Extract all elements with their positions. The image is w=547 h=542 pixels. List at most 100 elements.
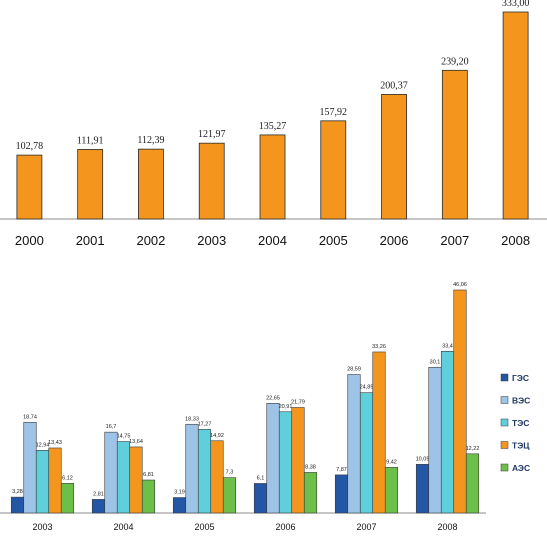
top-value-label: 102,78 <box>16 141 44 152</box>
top-value-label: 112,39 <box>137 135 164 146</box>
bottom-value-label: 3,28 <box>12 489 23 495</box>
bar-ВЭС-2005 <box>185 423 199 514</box>
bottom-value-label: 22,65 <box>266 395 280 401</box>
bar-ВЭС-2008 <box>428 366 442 514</box>
legend-label: ВЭС <box>512 396 530 406</box>
top-bar-2008 <box>502 11 529 220</box>
bottom-value-label: 9,42 <box>386 459 397 465</box>
bottom-value-label: 14,75 <box>117 434 131 440</box>
bar-АЭС-2007 <box>384 467 399 514</box>
legend: ГЭС ВЭС ТЭС ТЭЦ АЭС <box>500 373 530 473</box>
legend-swatch <box>500 396 509 404</box>
bottom-value-label: 6,12 <box>62 475 73 481</box>
legend-label: ТЭС <box>512 418 529 428</box>
legend-label: АЭС <box>512 463 530 473</box>
bar-ТЭЦ-2007 <box>372 351 386 514</box>
bottom-value-label: 18,33 <box>185 416 199 422</box>
top-value-label: 111,91 <box>77 135 104 146</box>
bottom-value-label: 12,22 <box>466 446 480 452</box>
top-bar-2007 <box>441 69 468 220</box>
bar-ВЭС-2007 <box>347 374 361 514</box>
bottom-value-label: 7,3 <box>226 470 234 476</box>
bar-АЭС-2005 <box>222 477 237 514</box>
bottom-x-tick-label: 2003 <box>32 522 52 532</box>
bar-ТЭЦ-2006 <box>291 407 305 514</box>
bar-ГЭС-2003 <box>10 496 25 514</box>
bottom-value-label: 6,1 <box>257 475 265 481</box>
bar-АЭС-2008 <box>465 453 480 514</box>
bottom-value-label: 21,79 <box>291 400 305 406</box>
bar-ТЭС-2007 <box>359 392 374 514</box>
bottom-value-label: 33,4 <box>442 343 453 349</box>
top-value-label: 239,20 <box>441 56 469 67</box>
top-bar-2003 <box>198 142 225 220</box>
bottom-value-label: 20,91 <box>279 404 293 410</box>
legend-swatch <box>500 441 509 449</box>
top-x-tick-label: 2006 <box>380 233 409 248</box>
bottom-value-label: 12,94 <box>36 442 50 448</box>
bar-ГЭС-2005 <box>172 497 187 514</box>
top-bar-2001 <box>77 149 104 220</box>
top-x-tick-label: 2003 <box>197 233 226 248</box>
legend-swatch <box>500 373 509 382</box>
bottom-value-label: 14,92 <box>210 433 224 439</box>
bar-ТЭЦ-2004 <box>129 446 143 514</box>
bottom-value-label: 16,7 <box>106 424 117 430</box>
bottom-x-tick-label: 2005 <box>194 522 214 532</box>
top-value-label: 200,37 <box>380 80 408 91</box>
top-bar-2002 <box>138 148 164 220</box>
top-x-tick-label: 2005 <box>319 233 348 248</box>
bar-ВЭС-2006 <box>266 403 280 514</box>
top-value-label: 121,97 <box>198 129 226 140</box>
bottom-value-label: 30,1 <box>430 359 441 365</box>
bottom-value-label: 13,64 <box>129 439 143 445</box>
bar-ТЭС-2008 <box>440 350 455 514</box>
top-value-label: 157,92 <box>320 107 348 118</box>
bottom-x-tick-label: 2006 <box>275 522 295 532</box>
bar-ГЭС-2006 <box>253 483 268 514</box>
top-bar-2006 <box>381 94 407 220</box>
bar-ВЭС-2004 <box>104 431 118 514</box>
bar-ТЭЦ-2005 <box>210 440 224 514</box>
bottom-value-label: 18,74 <box>23 414 37 420</box>
top-x-tick-label: 2008 <box>501 233 530 248</box>
bar-ГЭС-2008 <box>415 464 430 514</box>
bar-ТЭС-2005 <box>197 429 212 514</box>
bottom-value-label: 10,05 <box>416 456 430 462</box>
bottom-x-tick-label: 2004 <box>113 522 133 532</box>
top-x-tick-label: 2000 <box>15 233 44 248</box>
bar-ТЭЦ-2003 <box>48 447 62 514</box>
bar-ТЭС-2003 <box>35 450 50 514</box>
bottom-value-label: 6,81 <box>143 472 154 478</box>
bottom-x-tick-label: 2008 <box>437 522 457 532</box>
top-x-tick-label: 2001 <box>76 233 105 248</box>
top-bar-2004 <box>259 134 286 220</box>
bar-ВЭС-2003 <box>23 421 37 514</box>
bottom-value-label: 2,81 <box>93 491 104 497</box>
bottom-value-label: 8,38 <box>305 464 316 470</box>
top-bar-2005 <box>320 120 347 220</box>
bar-ТЭЦ-2008 <box>453 289 467 514</box>
bottom-value-label: 7,87 <box>336 467 347 473</box>
bottom-value-label: 28,59 <box>347 367 361 373</box>
bottom-value-label: 46,06 <box>453 282 467 288</box>
bar-ГЭС-2007 <box>334 474 349 514</box>
top-x-tick-label: 2004 <box>258 233 287 248</box>
legend-swatch <box>500 418 509 427</box>
top-x-tick-label: 2002 <box>136 233 165 248</box>
bar-АЭС-2004 <box>141 479 156 514</box>
bar-ГЭС-2004 <box>91 499 106 514</box>
top-value-label: 333,00 <box>502 0 530 9</box>
top-bar-chart: 102,78 2000 111,91 2001 112,39 2002 121,97 2003… <box>0 0 547 248</box>
bottom-value-label: 33,26 <box>372 344 386 350</box>
bottom-x-tick-label: 2007 <box>356 522 376 532</box>
bar-ТЭС-2004 <box>116 441 131 514</box>
top-value-label: 135,27 <box>259 121 287 132</box>
bottom-value-label: 17,27 <box>198 421 212 427</box>
bar-АЭС-2006 <box>303 472 318 514</box>
top-x-tick-label: 2007 <box>440 233 469 248</box>
legend-label: ТЭЦ <box>512 441 530 451</box>
legend-swatch <box>500 463 509 472</box>
top-bar-2000 <box>16 154 43 220</box>
